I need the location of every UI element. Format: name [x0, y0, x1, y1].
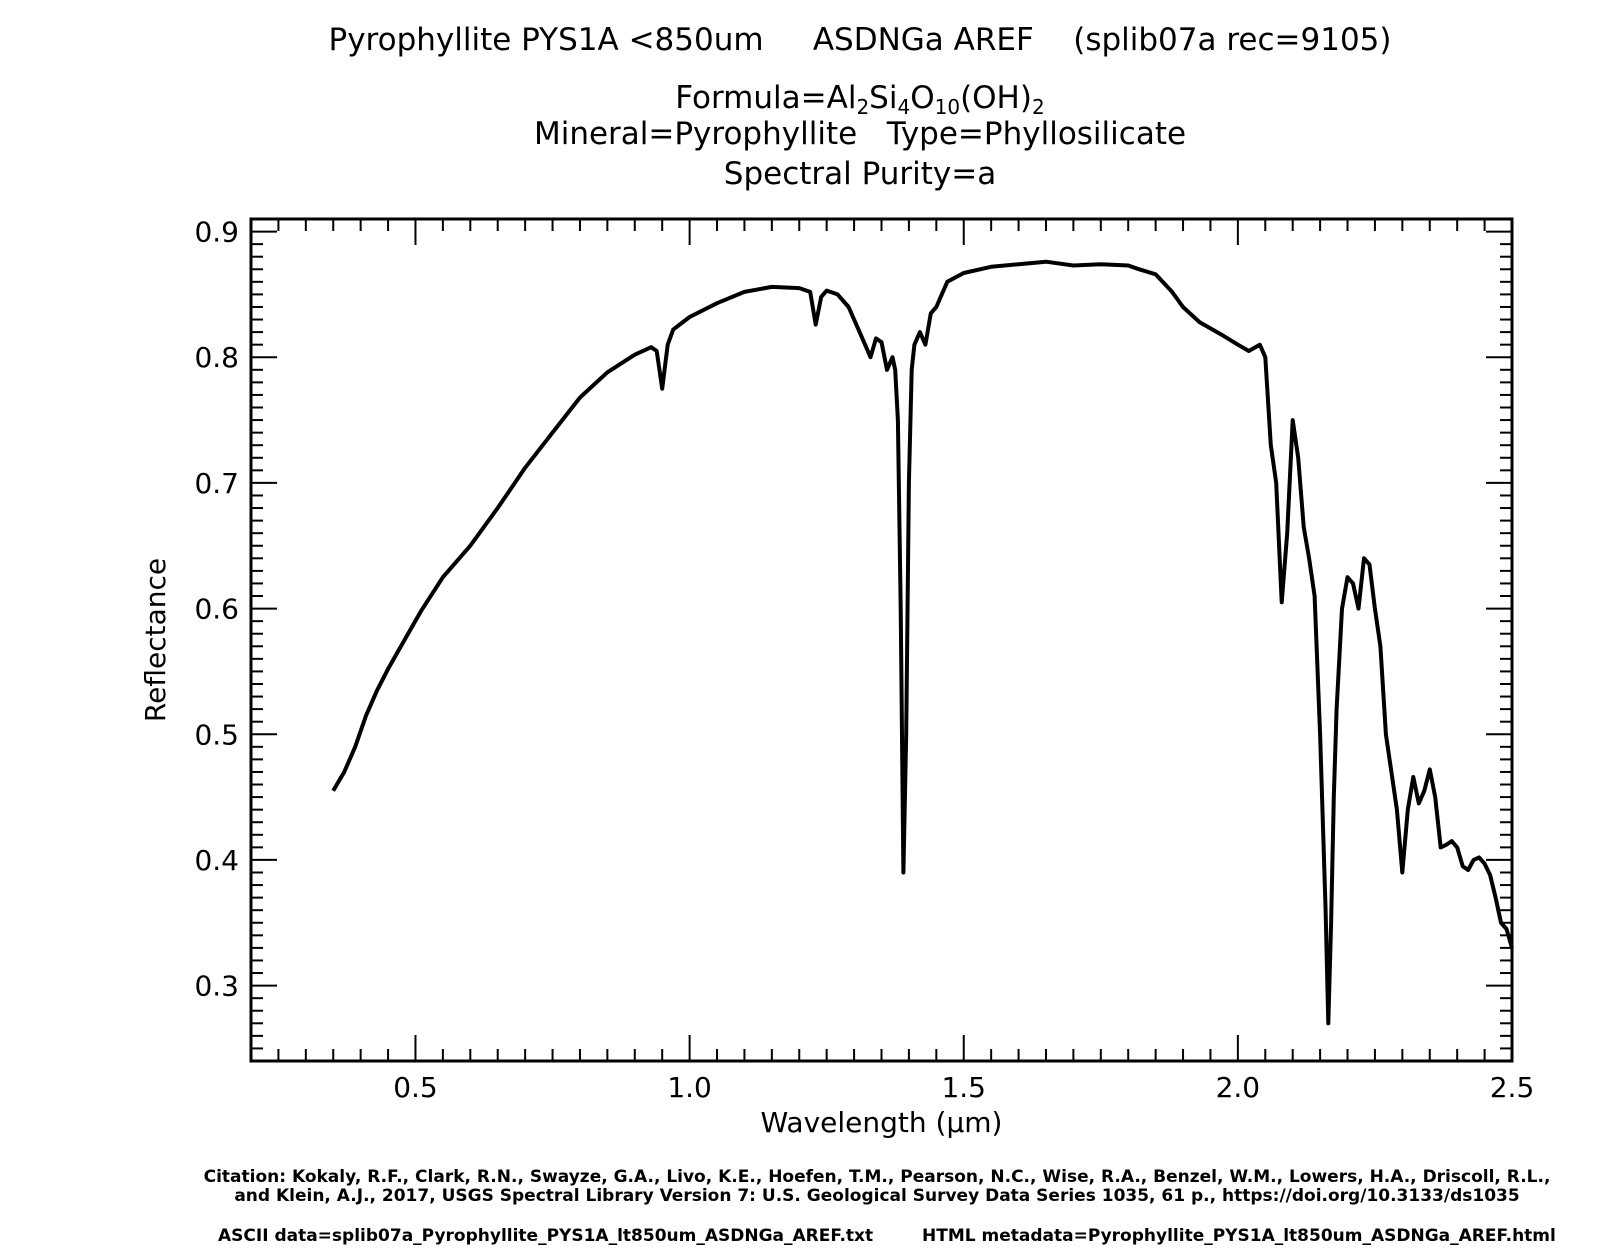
x-tick-label: 2.0	[1216, 1071, 1261, 1104]
formula-si-subscript: 4	[897, 95, 911, 119]
y-tick-label: 0.6	[194, 593, 239, 626]
spectral-purity-line: Spectral Purity=a	[723, 156, 997, 192]
citation-text: Citation: Kokaly, R.F., Clark, R.N., Swa…	[203, 1167, 1551, 1206]
y-tick-label: 0.3	[194, 970, 239, 1003]
formula-al-subscript: 2	[856, 95, 870, 119]
chart-title: Pyrophyllite PYS1A <850um ASDNGa AREF (s…	[328, 22, 1392, 58]
spectrum-line	[331, 259, 1514, 1026]
x-tick-label: 1.0	[667, 1071, 712, 1104]
x-tick-label: 1.5	[941, 1071, 986, 1104]
y-axis-label: Reflectance	[139, 558, 172, 722]
x-tick-label: 0.5	[393, 1071, 438, 1104]
y-tick-label: 0.5	[194, 718, 239, 751]
formula-o: O	[910, 80, 935, 116]
spectrum-chart: 0.5 1.0 1.5 2.0 2.5 0.3 0.4 0.5 0.6 0.7 0.8 0.9 Wav…	[139, 216, 1534, 1139]
axis-tick-labels: 0.5 1.0 1.5 2.0 2.5 0.3 0.4 0.5 0.6 0.7 0.8 0.9	[194, 216, 1534, 1104]
formula-o-subscript: 10	[934, 95, 961, 119]
ascii-data-filename: ASCII data=splib07a_Pyrophyllite_PYS1A_l…	[218, 1226, 874, 1246]
formula-si: Si	[869, 80, 898, 116]
mineral-type-line: Mineral=Pyrophyllite Type=Phyllosilicate	[533, 116, 1187, 152]
formula-line: Formula=Al2Si4O10(OH)2	[55, 80, 1610, 119]
plot-frame	[249, 217, 1514, 1063]
y-tick-label: 0.7	[194, 467, 239, 500]
html-metadata-filename: HTML metadata=Pyrophyllite_PYS1A_lt850um…	[922, 1226, 1556, 1246]
formula-prefix: Formula=	[675, 80, 827, 116]
x-tick-label: 2.5	[1490, 1071, 1535, 1104]
x-axis-label: Wavelength (μm)	[761, 1106, 1003, 1139]
y-tick-label: 0.4	[194, 844, 239, 877]
formula-oh-subscript: 2	[1031, 95, 1045, 119]
formula-oh: (OH)	[960, 80, 1032, 116]
formula-al: Al	[826, 80, 857, 116]
y-tick-label: 0.9	[194, 216, 239, 249]
y-tick-label: 0.8	[194, 341, 239, 374]
